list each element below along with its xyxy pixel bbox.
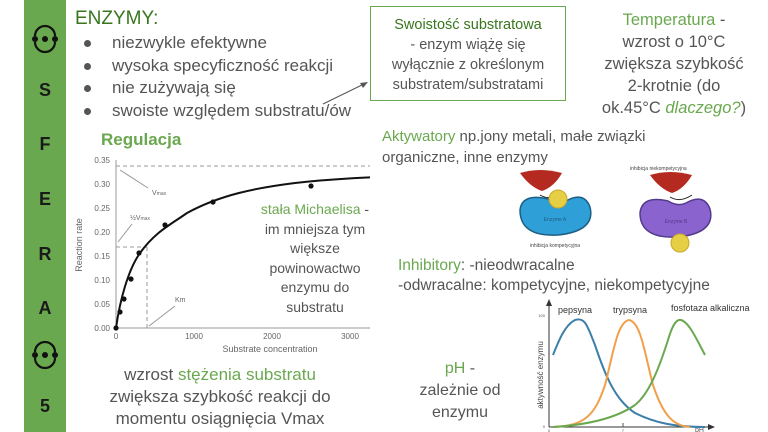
svg-text:3000: 3000: [341, 332, 359, 341]
activators-line: organiczne, inne enzymy: [382, 149, 548, 166]
svg-text:0.35: 0.35: [94, 156, 110, 165]
enzyme-inhibition-figure: Enzyme A inhibicja kompetycyjna Enzyme B: [519, 170, 712, 253]
competitive-caption: inhibicja kompetycyjna: [530, 243, 580, 249]
activators-text: np.jony metali, małe związki: [455, 128, 646, 145]
temperature-line: wzrost o 10°C: [622, 33, 726, 51]
svg-text:Km: Km: [175, 297, 186, 304]
svg-text:7: 7: [622, 428, 625, 432]
svg-text:0.25: 0.25: [94, 204, 110, 213]
fosfotaza-label: fosfotaza alkaliczna: [671, 303, 750, 313]
bullet-item: wysoka specyficzność reakcji: [82, 55, 351, 78]
sidebar-letter: 5: [39, 396, 50, 416]
svg-text:0.00: 0.00: [94, 324, 110, 333]
sidebar-letter: E: [38, 189, 51, 209]
temperature-title: Temperatura: [622, 11, 716, 29]
temperature-line: zwiększa szybkość: [604, 55, 744, 73]
substrate-prefix: wzrost: [124, 365, 178, 384]
activators-title: Aktywatory: [382, 128, 456, 145]
michaelis-title: stała Michaelisa: [260, 201, 361, 217]
michaelis-line: enzymu do: [280, 279, 350, 295]
inhibitors-note: Inhibitory: -nieodwracalne -odwracalne: …: [398, 256, 710, 296]
sfera-logo-icon: [32, 24, 58, 54]
specificity-line: substratem/substratami: [392, 77, 544, 93]
sfera-logo-icon: [32, 340, 58, 370]
svg-text:Reaction rate: Reaction rate: [74, 218, 84, 272]
michaelis-line: większe: [290, 240, 340, 256]
michaelis-line: substratu: [286, 298, 344, 315]
dash: -: [465, 360, 476, 377]
svg-text:1000: 1000: [185, 332, 203, 341]
substrate-highlight: stężenia substratu: [177, 365, 316, 384]
michaelis-note: stała Michaelisa - im mniejsza tym więks…: [250, 200, 380, 317]
enzymy-bullet-list: niezwykle efektywne wysoka specyficzność…: [82, 32, 351, 122]
trypsyna-label: trypsyna: [613, 305, 647, 315]
substrate-line: momentu osiągnięcia Vmax: [115, 409, 325, 428]
ph-activity-chart: 100 0 0 7 pH aktywność enzymu pepsyna tr…: [536, 299, 750, 432]
svg-text:Substrate concentration: Substrate concentration: [222, 344, 317, 354]
ph-note: pH - zależnie od enzymu: [400, 358, 520, 424]
svg-text:0.05: 0.05: [94, 300, 110, 309]
ph-line: zależnie od: [419, 382, 501, 399]
inhibitors-title: Inhibitory: [398, 257, 461, 274]
activators-note: Aktywatory np.jony metali, małe związki …: [382, 126, 762, 168]
regulacja-heading: Regulacja: [101, 130, 182, 149]
vmax-label: Vmax: [152, 190, 167, 197]
specificity-line: - enzym wiążę się: [410, 37, 526, 53]
ph-title: pH: [444, 360, 466, 377]
substrate-note: wzrost stężenia substratu zwiększa szybk…: [100, 364, 340, 430]
sidebar-letter: R: [38, 244, 52, 264]
bullet-item: niezwykle efektywne: [82, 32, 351, 55]
enzyme-b-label: Enzyme B: [665, 219, 688, 225]
svg-text:0: 0: [543, 424, 546, 429]
specificity-line: wyłącznie z określonym: [391, 57, 545, 73]
ph-line: enzymu: [431, 404, 489, 421]
inhibitors-line: -odwracalne: kompetycyjne, niekompetycyj…: [398, 277, 710, 294]
question-text: dlaczego?: [665, 99, 741, 117]
dash: -: [360, 201, 370, 217]
sidebar-strip: S F E R A 5: [24, 0, 66, 432]
michaelis-menten-chart: 0.00 0.05 0.10 0.15 0.20 0.25 0.30 0.35 0 1000…: [74, 156, 370, 354]
svg-text:100: 100: [538, 313, 545, 318]
svg-text:0.20: 0.20: [94, 228, 110, 237]
specificity-box: Swoistość substratowa - enzym wiążę się …: [370, 6, 566, 101]
svg-text:0: 0: [114, 332, 119, 341]
sidebar-letter: A: [38, 298, 52, 318]
temperature-line: ok.45°C: [601, 99, 666, 117]
svg-text:aktywność enzymu: aktywność enzymu: [536, 341, 545, 409]
specificity-title: Swoistość substratowa: [394, 17, 542, 33]
sidebar-letter: F: [39, 134, 51, 154]
pepsyna-label: pepsyna: [558, 305, 592, 315]
svg-text:0.15: 0.15: [94, 252, 110, 261]
michaelis-line: im mniejsza tym: [264, 220, 366, 237]
temperature-note: Temperatura - wzrost o 10°C zwiększa szy…: [580, 9, 768, 119]
svg-text:0.30: 0.30: [94, 180, 110, 189]
arrow-icon: [322, 82, 368, 105]
michaelis-line: powinowactwo: [269, 259, 361, 276]
enzymy-title: ENZYMY:: [75, 8, 159, 29]
bullet-item: nie zużywają się: [82, 77, 351, 100]
sidebar-letter: S: [38, 80, 51, 100]
svg-text:pH: pH: [695, 427, 704, 432]
svg-text:½Vmax: ½Vmax: [130, 214, 150, 222]
temperature-line: 2-krotnie (do: [627, 77, 721, 95]
noncompetitive-caption: inhibicja niekompetycyjna: [630, 166, 687, 172]
svg-text:0.10: 0.10: [94, 276, 110, 285]
dash: -: [715, 11, 726, 29]
enzyme-a-label: Enzyme A: [544, 217, 567, 223]
substrate-line: zwiększa szybkość reakcji do: [109, 387, 331, 406]
svg-text:2000: 2000: [263, 332, 281, 341]
bullet-item: swoiste względem substratu/ów: [82, 100, 351, 123]
paren: ): [740, 99, 747, 117]
svg-text:0: 0: [548, 428, 551, 432]
inhibitors-text: : -nieodwracalne: [460, 257, 575, 274]
